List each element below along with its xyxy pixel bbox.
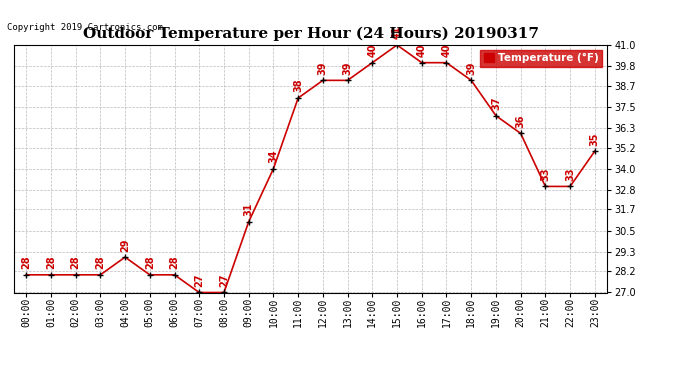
Text: 28: 28 bbox=[70, 256, 81, 269]
Text: 33: 33 bbox=[565, 167, 575, 181]
Text: 39: 39 bbox=[466, 61, 476, 75]
Text: 31: 31 bbox=[244, 203, 254, 216]
Text: Copyright 2019 Cartronics.com: Copyright 2019 Cartronics.com bbox=[7, 22, 163, 32]
Text: 28: 28 bbox=[46, 256, 56, 269]
Title: Outdoor Temperature per Hour (24 Hours) 20190317: Outdoor Temperature per Hour (24 Hours) … bbox=[83, 27, 538, 41]
Text: 34: 34 bbox=[268, 150, 278, 163]
Text: 28: 28 bbox=[145, 256, 155, 269]
Text: 29: 29 bbox=[120, 238, 130, 252]
Text: 41: 41 bbox=[392, 26, 402, 39]
Text: 35: 35 bbox=[590, 132, 600, 146]
Text: 36: 36 bbox=[515, 114, 526, 128]
Text: 33: 33 bbox=[540, 167, 551, 181]
Text: 28: 28 bbox=[170, 256, 179, 269]
Text: 40: 40 bbox=[367, 44, 377, 57]
Text: 40: 40 bbox=[417, 44, 426, 57]
Text: 27: 27 bbox=[219, 273, 229, 287]
Legend: Temperature (°F): Temperature (°F) bbox=[480, 50, 602, 66]
Text: 40: 40 bbox=[442, 44, 451, 57]
Text: 38: 38 bbox=[293, 79, 303, 93]
Text: 39: 39 bbox=[343, 61, 353, 75]
Text: 39: 39 bbox=[318, 61, 328, 75]
Text: 28: 28 bbox=[21, 256, 31, 269]
Text: 37: 37 bbox=[491, 97, 501, 110]
Text: 27: 27 bbox=[195, 273, 204, 287]
Text: 28: 28 bbox=[95, 256, 106, 269]
